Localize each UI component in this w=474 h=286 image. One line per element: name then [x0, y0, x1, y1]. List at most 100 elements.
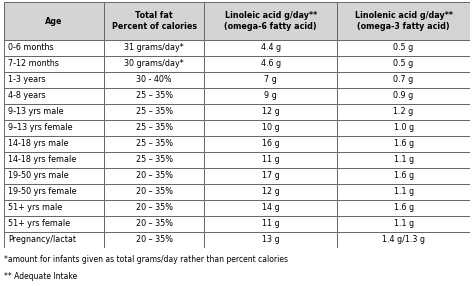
Text: 4.4 g: 4.4 g [261, 43, 281, 53]
Text: 9 g: 9 g [264, 92, 277, 100]
Bar [104, 168, 204, 184]
Bar [337, 56, 470, 72]
Text: Age: Age [46, 17, 63, 25]
Text: 0.7 g: 0.7 g [393, 76, 414, 84]
Bar [104, 120, 204, 136]
Text: 25 – 35%: 25 – 35% [136, 140, 173, 148]
Bar [104, 88, 204, 104]
Text: 14-18 yrs male: 14-18 yrs male [8, 140, 68, 148]
Bar [337, 40, 470, 56]
Bar [204, 168, 337, 184]
Bar [337, 184, 470, 200]
Text: Pregnancy/lactat: Pregnancy/lactat [8, 235, 76, 245]
Text: 14-18 yrs female: 14-18 yrs female [8, 156, 76, 164]
Text: 25 – 35%: 25 – 35% [136, 124, 173, 132]
Text: 16 g: 16 g [262, 140, 280, 148]
Text: 0.9 g: 0.9 g [393, 92, 414, 100]
Text: 9–13 yrs female: 9–13 yrs female [8, 124, 73, 132]
Bar [4, 200, 104, 216]
Bar [204, 232, 337, 248]
Bar [4, 72, 104, 88]
Bar [204, 200, 337, 216]
Bar [204, 184, 337, 200]
Bar [104, 200, 204, 216]
Bar [204, 136, 337, 152]
Bar [204, 104, 337, 120]
Bar [204, 72, 337, 88]
Bar [4, 232, 104, 248]
Bar [4, 2, 104, 40]
Text: 20 – 35%: 20 – 35% [136, 188, 173, 196]
Text: 0-6 months: 0-6 months [8, 43, 54, 53]
Text: 25 – 35%: 25 – 35% [136, 92, 173, 100]
Text: 51+ yrs male: 51+ yrs male [8, 204, 62, 212]
Bar [337, 200, 470, 216]
Bar [4, 56, 104, 72]
Bar [4, 168, 104, 184]
Bar [337, 2, 470, 40]
Text: *amount for infants given as total grams/day rather than percent calories: *amount for infants given as total grams… [4, 255, 288, 264]
Bar [104, 152, 204, 168]
Text: Linoleic acid g/day**
(omega-6 fatty acid): Linoleic acid g/day** (omega-6 fatty aci… [225, 11, 317, 31]
Text: 20 – 35%: 20 – 35% [136, 235, 173, 245]
Text: 9-13 yrs male: 9-13 yrs male [8, 108, 64, 116]
Text: 0.5 g: 0.5 g [393, 43, 414, 53]
Text: 11 g: 11 g [262, 219, 280, 229]
Text: 25 – 35%: 25 – 35% [136, 156, 173, 164]
Text: 1.0 g: 1.0 g [393, 124, 414, 132]
Text: 1.6 g: 1.6 g [393, 172, 414, 180]
Text: 30 grams/day*: 30 grams/day* [124, 59, 184, 69]
Bar [4, 104, 104, 120]
Bar [337, 88, 470, 104]
Text: 11 g: 11 g [262, 156, 280, 164]
Text: 30 - 40%: 30 - 40% [137, 76, 172, 84]
Text: 12 g: 12 g [262, 188, 280, 196]
Bar [4, 136, 104, 152]
Text: Total fat
Percent of calories: Total fat Percent of calories [112, 11, 197, 31]
Bar [337, 104, 470, 120]
Text: 19-50 yrs male: 19-50 yrs male [8, 172, 69, 180]
Bar [204, 120, 337, 136]
Bar [204, 2, 337, 40]
Bar [4, 216, 104, 232]
Text: 10 g: 10 g [262, 124, 280, 132]
Text: 1.1 g: 1.1 g [393, 156, 414, 164]
Bar [104, 232, 204, 248]
Text: 51+ yrs female: 51+ yrs female [8, 219, 70, 229]
Text: ** Adequate Intake: ** Adequate Intake [4, 272, 77, 281]
Bar [337, 216, 470, 232]
Bar [204, 56, 337, 72]
Text: 7 g: 7 g [264, 76, 277, 84]
Text: 1-3 years: 1-3 years [8, 76, 46, 84]
Bar [4, 88, 104, 104]
Bar [4, 40, 104, 56]
Text: 20 – 35%: 20 – 35% [136, 219, 173, 229]
Text: 19-50 yrs female: 19-50 yrs female [8, 188, 76, 196]
Text: 20 – 35%: 20 – 35% [136, 172, 173, 180]
Bar [104, 216, 204, 232]
Bar [204, 40, 337, 56]
Text: 4.6 g: 4.6 g [261, 59, 281, 69]
Text: 1.1 g: 1.1 g [393, 219, 414, 229]
Bar [4, 120, 104, 136]
Text: 0.5 g: 0.5 g [393, 59, 414, 69]
Bar [337, 136, 470, 152]
Bar [204, 88, 337, 104]
Text: 1.6 g: 1.6 g [393, 140, 414, 148]
Text: 1.2 g: 1.2 g [393, 108, 414, 116]
Bar [104, 40, 204, 56]
Bar [337, 72, 470, 88]
Bar [104, 56, 204, 72]
Text: 1.1 g: 1.1 g [393, 188, 414, 196]
Bar [4, 184, 104, 200]
Bar [204, 152, 337, 168]
Text: 25 – 35%: 25 – 35% [136, 108, 173, 116]
Text: 14 g: 14 g [262, 204, 280, 212]
Text: 13 g: 13 g [262, 235, 280, 245]
Text: 17 g: 17 g [262, 172, 280, 180]
Bar [104, 72, 204, 88]
Text: 1.6 g: 1.6 g [393, 204, 414, 212]
Text: 4-8 years: 4-8 years [8, 92, 46, 100]
Bar [337, 120, 470, 136]
Bar [337, 168, 470, 184]
